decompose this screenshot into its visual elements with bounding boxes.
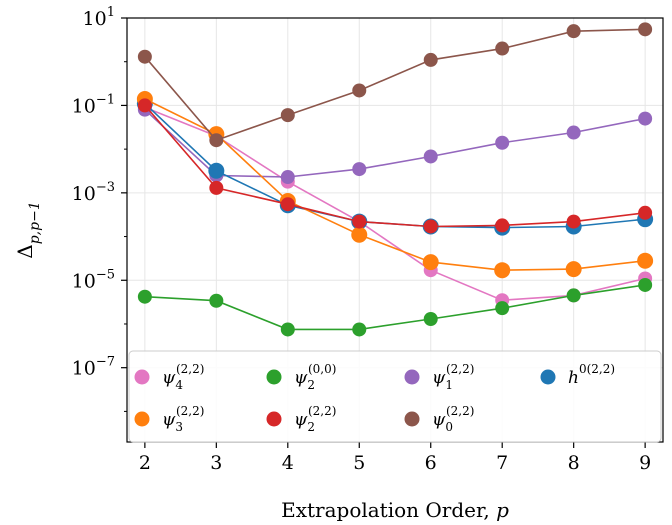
data-point bbox=[495, 301, 510, 316]
legend-label: ψ2(2,2) bbox=[294, 404, 336, 434]
series-6 bbox=[137, 22, 653, 148]
legend-label: ψ3(2,2) bbox=[162, 404, 204, 434]
data-point bbox=[208, 162, 225, 179]
x-tick-label: 3 bbox=[210, 452, 222, 474]
series-line bbox=[144, 284, 646, 331]
axes: 2 3 4 5 6 7 8 9 101 10−1 10−3 10−5 10−7 bbox=[72, 5, 664, 474]
data-point bbox=[422, 254, 439, 271]
series-layer bbox=[136, 22, 654, 337]
data-point bbox=[566, 125, 581, 140]
series-line bbox=[144, 28, 646, 142]
data-point bbox=[137, 289, 152, 304]
x-tick-label: 9 bbox=[639, 452, 651, 474]
data-point bbox=[566, 24, 581, 39]
data-point bbox=[565, 261, 582, 278]
axis-labels: Extrapolation Order, p Δp,p−1 bbox=[13, 201, 509, 522]
legend-label: ψ0(2,2) bbox=[432, 404, 474, 434]
legend-item: ψ2(0,0) bbox=[266, 362, 336, 392]
data-point bbox=[137, 98, 152, 113]
legend-marker bbox=[266, 369, 282, 385]
legend-marker bbox=[404, 369, 420, 385]
data-point bbox=[209, 293, 224, 308]
y-tick-label: 10−3 bbox=[72, 180, 115, 205]
series-5 bbox=[137, 98, 653, 234]
x-tick-label: 8 bbox=[568, 452, 580, 474]
legend-marker bbox=[266, 411, 282, 427]
data-point bbox=[566, 288, 581, 303]
data-point bbox=[280, 197, 295, 212]
series-3 bbox=[136, 95, 654, 236]
x-tick-label: 6 bbox=[425, 452, 437, 474]
legend-marker bbox=[134, 369, 150, 385]
series-line bbox=[144, 106, 646, 302]
data-point bbox=[209, 133, 224, 148]
y-tick-label: 10−5 bbox=[72, 267, 115, 292]
data-point bbox=[209, 180, 224, 195]
data-point bbox=[280, 322, 295, 337]
data-point bbox=[423, 219, 438, 234]
x-tick-label: 7 bbox=[496, 452, 508, 474]
legend-label: ψ2(0,0) bbox=[294, 362, 336, 392]
legend-item: ψ3(2,2) bbox=[134, 404, 204, 434]
x-tick-label: 5 bbox=[353, 452, 365, 474]
legend-item: ψ0(2,2) bbox=[404, 404, 474, 434]
data-point bbox=[423, 311, 438, 326]
data-point bbox=[638, 205, 653, 220]
legend-marker bbox=[404, 411, 420, 427]
legend-item: ψ2(2,2) bbox=[266, 404, 336, 434]
data-point bbox=[495, 41, 510, 56]
data-point bbox=[423, 52, 438, 67]
legend-item: h0(2,2) bbox=[540, 362, 615, 388]
data-point bbox=[638, 22, 653, 37]
y-tick-label: 10−1 bbox=[72, 92, 115, 117]
data-point bbox=[351, 226, 368, 243]
data-point bbox=[352, 214, 367, 229]
data-point bbox=[495, 218, 510, 233]
data-point bbox=[423, 149, 438, 164]
data-point bbox=[566, 214, 581, 229]
legend-label: ψ1(2,2) bbox=[432, 362, 474, 392]
legend-label: h0(2,2) bbox=[568, 362, 615, 388]
y-tick-label: 101 bbox=[83, 5, 115, 30]
data-point bbox=[137, 49, 152, 64]
legend-item: ψ1(2,2) bbox=[404, 362, 474, 392]
legend-box bbox=[128, 350, 662, 443]
x-tick-label: 4 bbox=[282, 452, 294, 474]
legend-item: ψ4(2,2) bbox=[134, 362, 204, 392]
data-point bbox=[352, 83, 367, 98]
legend-marker bbox=[540, 369, 556, 385]
data-point bbox=[280, 170, 295, 185]
data-point bbox=[352, 322, 367, 337]
data-point bbox=[280, 108, 295, 123]
data-point bbox=[638, 277, 653, 292]
x-tick-label: 2 bbox=[139, 452, 151, 474]
data-point bbox=[495, 135, 510, 150]
x-axis-label: Extrapolation Order, p bbox=[281, 498, 509, 522]
series-line bbox=[144, 104, 646, 228]
y-tick-label: 10−7 bbox=[72, 355, 115, 380]
legend-marker bbox=[134, 411, 150, 427]
series-line bbox=[144, 98, 646, 272]
data-point bbox=[352, 162, 367, 177]
legend: ψ4(2,2) ψ2(0,0) ψ1(2,2) h0(2,2) ψ3(2,2) ψ2(2,… bbox=[128, 350, 662, 443]
data-point bbox=[638, 111, 653, 126]
series-1 bbox=[137, 277, 653, 337]
data-point bbox=[637, 252, 654, 269]
y-axis-label: Δp,p−1 bbox=[13, 201, 43, 258]
data-point bbox=[494, 262, 511, 279]
legend-label: ψ4(2,2) bbox=[162, 362, 204, 392]
